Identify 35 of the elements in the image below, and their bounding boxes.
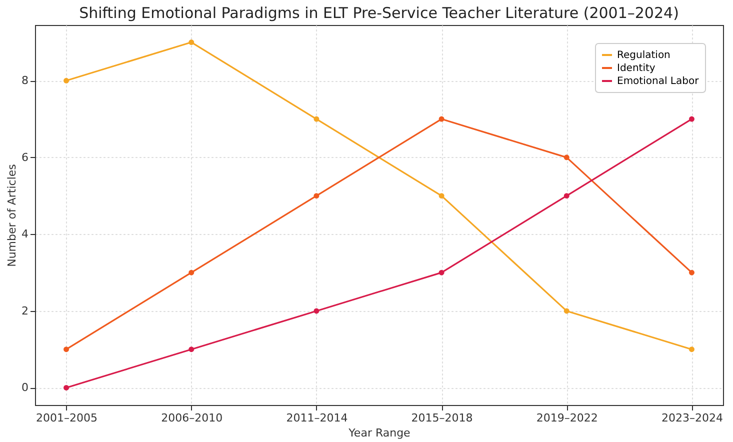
y-tick-label: 0 — [22, 381, 28, 394]
point — [438, 270, 444, 276]
point — [314, 116, 320, 122]
x-tick-label: 2011–2014 — [286, 412, 348, 424]
point — [64, 384, 70, 390]
legend-label: Regulation — [617, 50, 670, 61]
point — [564, 154, 570, 160]
x-tick-label: 2001–2005 — [36, 412, 98, 424]
point — [64, 346, 70, 352]
point — [688, 270, 694, 276]
y-tick-label: 4 — [22, 228, 28, 241]
y-tick-label: 6 — [22, 150, 28, 164]
y-tick-label: 2 — [22, 304, 28, 318]
point — [438, 116, 444, 122]
point — [438, 193, 444, 199]
point — [64, 78, 70, 84]
legend-label: Identity — [617, 63, 656, 74]
point — [688, 116, 694, 122]
point — [564, 193, 570, 199]
x-tick-label: 2015–2018 — [411, 412, 473, 424]
x-tick-label: 2023–2024 — [661, 412, 723, 424]
y-axis-title: Number of Articles — [6, 164, 18, 267]
point — [188, 270, 194, 276]
chart-title: Shifting Emotional Paradigms in ELT Pre-Service Teacher Literature (2001–2024) — [79, 4, 679, 22]
point — [564, 308, 570, 314]
point — [688, 346, 694, 352]
x-tick-label: 2006–2010 — [161, 412, 223, 424]
point — [188, 40, 194, 46]
legend-label: Emotional Labor — [617, 76, 700, 87]
x-tick-label: 2019–2022 — [536, 412, 598, 424]
x-axis-title: Year Range — [348, 426, 411, 440]
y-tick-label: 8 — [22, 74, 28, 88]
point — [314, 308, 320, 314]
point — [188, 346, 194, 352]
point — [314, 193, 320, 199]
